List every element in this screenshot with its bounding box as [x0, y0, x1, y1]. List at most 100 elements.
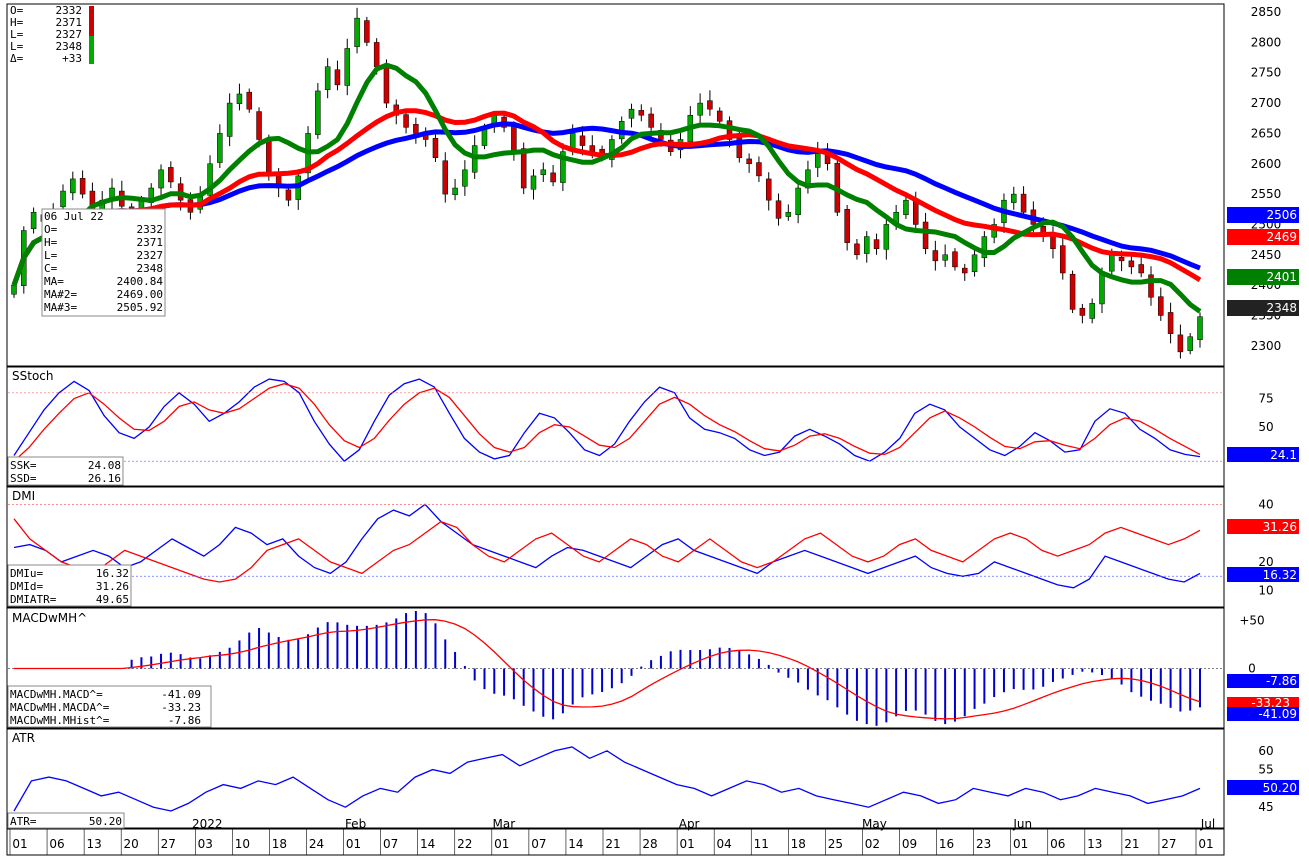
legend-value: 49.65: [96, 593, 129, 606]
value-tags: 2506 2469 2401 2348 24.1 31.26 16.32 -7.…: [1227, 207, 1299, 795]
atr-tag: [1227, 780, 1299, 795]
candle-body: [707, 100, 713, 110]
legend-label: MACDwMH.MHist^=: [10, 714, 110, 727]
x-day-label: 04: [717, 837, 732, 851]
candle-body: [638, 110, 645, 116]
tooltip-value: 2400.84: [117, 275, 164, 288]
last-price-tag-label: 2348: [1266, 301, 1297, 315]
candle-body: [11, 284, 17, 295]
candle-body: [236, 93, 243, 104]
x-day-label: 03: [198, 837, 213, 851]
candle-body: [550, 172, 556, 183]
sstoch-panel[interactable]: [6, 366, 1225, 487]
candle-body: [1050, 235, 1056, 249]
candle-body: [30, 212, 37, 229]
candle-body: [324, 66, 331, 90]
candle-body: [579, 135, 586, 146]
candle-body: [697, 102, 703, 116]
y-tick-label: 55: [1258, 763, 1273, 777]
candle-body: [520, 148, 527, 189]
tooltip-date: 06 Jul 22: [44, 210, 104, 223]
y-tick-label: 2300: [1251, 339, 1282, 353]
ohlc-row-value: 2332: [56, 4, 83, 17]
atr-panel[interactable]: [6, 728, 1225, 829]
sstoch-title: SStoch: [12, 369, 53, 383]
x-day-label: 02: [865, 837, 880, 851]
tooltip-label: L=: [44, 249, 58, 262]
dmi-panel[interactable]: [6, 486, 1225, 608]
dmid-line: [13, 518, 1201, 583]
candle-body: [1099, 272, 1105, 305]
candle-body: [942, 254, 948, 261]
candle-body: [863, 236, 870, 254]
legend-label: SSD=: [10, 472, 37, 485]
ohlc-row-value: 2371: [56, 16, 83, 29]
x-day-label: 24: [309, 837, 324, 851]
atr-title: ATR: [12, 731, 35, 745]
candle-body: [765, 178, 772, 201]
candle-body: [854, 243, 860, 256]
legend-value: 26.16: [88, 472, 121, 485]
y-tick-label: 75: [1258, 392, 1273, 406]
legend-value: -33.23: [161, 701, 201, 714]
y-tick-label: 2850: [1251, 5, 1282, 19]
candle-body: [1158, 296, 1164, 316]
candle-body: [442, 160, 449, 195]
tooltip-value: 2327: [137, 249, 164, 262]
atr-line: [13, 746, 1201, 812]
tooltip-value: 2371: [137, 236, 164, 249]
candle-body: [373, 42, 380, 67]
atr-legend: ATR= 50.20: [7, 812, 125, 829]
y-tick-label: +50: [1239, 614, 1264, 628]
x-month-label: Mar: [492, 817, 515, 831]
ohlc-color-bar: [89, 6, 94, 64]
candle-body: [648, 113, 654, 128]
ma3-line: [11, 121, 1201, 286]
moving-averages-layer: [11, 62, 1202, 314]
ma-line: [11, 62, 1202, 314]
candle-body: [70, 178, 76, 194]
candle-body: [1148, 274, 1154, 298]
candle-body: [364, 20, 370, 43]
x-day-label: 01: [1198, 837, 1213, 851]
candle-body: [207, 163, 213, 196]
macd-tag: [1227, 707, 1299, 721]
ohlc-row-label: O=: [10, 4, 24, 17]
macd-tag-label: -41.09: [1258, 707, 1297, 721]
candle-body: [716, 110, 723, 122]
candle-body: [560, 151, 566, 183]
y-tick-label: 2700: [1251, 96, 1282, 110]
x-day-label: 07: [531, 837, 546, 851]
legend-value: 24.08: [88, 459, 121, 472]
ssk-tag-label: 24.1: [1270, 448, 1297, 462]
x-day-label: 01: [679, 837, 694, 851]
candle-body: [1118, 256, 1125, 262]
ohlc-row-value: +33: [62, 52, 82, 65]
candle-body: [873, 239, 880, 249]
candle-body: [285, 189, 292, 201]
x-day-label: 18: [791, 837, 806, 851]
ma1-tag: [1227, 269, 1299, 285]
price-panel[interactable]: [6, 3, 1225, 367]
x-day-label: 22: [457, 837, 472, 851]
legend-label: SSK=: [10, 459, 37, 472]
tooltip-label: MA=: [44, 275, 64, 288]
y-tick-label: 2800: [1251, 35, 1282, 49]
y-tick-label: 20: [1258, 555, 1273, 569]
candle-body: [158, 169, 164, 189]
ssk-tag: [1227, 447, 1299, 462]
tooltip-label: C=: [44, 262, 58, 275]
ma1-tag-label: 2401: [1266, 270, 1297, 284]
x-month-label: 2022: [192, 817, 223, 831]
x-day-label: 20: [124, 837, 139, 851]
x-day-label: 01: [494, 837, 509, 851]
candle-body: [256, 111, 262, 140]
candle-body: [952, 251, 958, 268]
x-month-label: Jun: [1012, 817, 1032, 831]
legend-label: DMId=: [10, 580, 43, 593]
candle-body: [1167, 312, 1174, 334]
tooltip-value: 2332: [137, 223, 164, 236]
ohlc-color-bar-up: [89, 36, 94, 64]
